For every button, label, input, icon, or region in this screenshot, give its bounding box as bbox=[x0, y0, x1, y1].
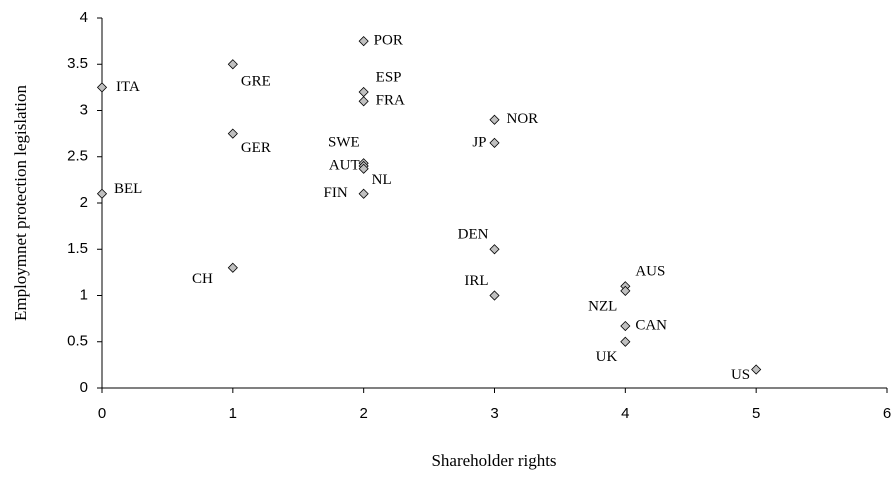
point-label: GRE bbox=[241, 74, 271, 90]
point-label: POR bbox=[374, 33, 403, 49]
point bbox=[358, 96, 369, 107]
y-tick-label: 4 bbox=[80, 9, 88, 26]
point bbox=[96, 82, 108, 93]
point bbox=[620, 285, 631, 296]
point-label: IRL bbox=[464, 273, 488, 289]
point bbox=[358, 86, 369, 98]
point-label: FRA bbox=[376, 93, 405, 109]
point-label: NOR bbox=[507, 111, 539, 127]
point-label: FIN bbox=[323, 185, 347, 201]
x-tick-label: 0 bbox=[98, 405, 106, 422]
point bbox=[358, 163, 369, 174]
y-axis-title: Employmnet protection legislation bbox=[11, 84, 30, 321]
point-label: JP bbox=[472, 134, 486, 150]
point bbox=[489, 244, 500, 255]
point bbox=[620, 320, 631, 332]
y-tick-label: 2 bbox=[80, 194, 88, 211]
point-label: NZL bbox=[588, 298, 617, 314]
point bbox=[227, 128, 238, 139]
point bbox=[358, 188, 369, 199]
y-tick-label: 1 bbox=[80, 286, 88, 303]
point bbox=[96, 188, 108, 199]
x-axis-title: Shareholder rights bbox=[431, 451, 556, 470]
point bbox=[751, 364, 762, 375]
point-label: UK bbox=[596, 349, 618, 365]
x-tick-label: 3 bbox=[490, 405, 498, 422]
point-label: BEL bbox=[114, 181, 142, 197]
y-tick-label: 2.5 bbox=[67, 148, 88, 165]
point bbox=[489, 137, 500, 148]
point-label: SWE bbox=[328, 135, 360, 151]
point bbox=[620, 336, 631, 347]
point-label: US bbox=[731, 367, 750, 383]
point-label: GER bbox=[241, 140, 271, 156]
x-tick-label: 1 bbox=[229, 405, 237, 422]
point-label: ESP bbox=[376, 69, 402, 85]
x-tick-label: 6 bbox=[883, 405, 891, 422]
point bbox=[227, 59, 238, 70]
point-label: CH bbox=[192, 271, 213, 287]
y-tick-label: 1.5 bbox=[67, 240, 88, 257]
point-label: NL bbox=[372, 172, 392, 188]
point-label: ITA bbox=[116, 79, 140, 95]
point bbox=[358, 36, 369, 47]
point bbox=[489, 114, 500, 125]
point bbox=[489, 290, 500, 301]
x-tick-label: 4 bbox=[621, 405, 629, 422]
point-label: DEN bbox=[458, 227, 489, 243]
x-tick-label: 5 bbox=[752, 405, 760, 422]
y-tick-label: 3 bbox=[80, 101, 88, 118]
x-tick-label: 2 bbox=[359, 405, 367, 422]
y-tick-label: 0.5 bbox=[67, 333, 88, 350]
point-label: AUS bbox=[635, 264, 665, 280]
point bbox=[227, 262, 238, 273]
point-label: AUT bbox=[329, 157, 360, 173]
y-tick-label: 0 bbox=[80, 379, 88, 396]
y-tick-label: 3.5 bbox=[67, 55, 88, 72]
point-label: CAN bbox=[635, 317, 667, 333]
